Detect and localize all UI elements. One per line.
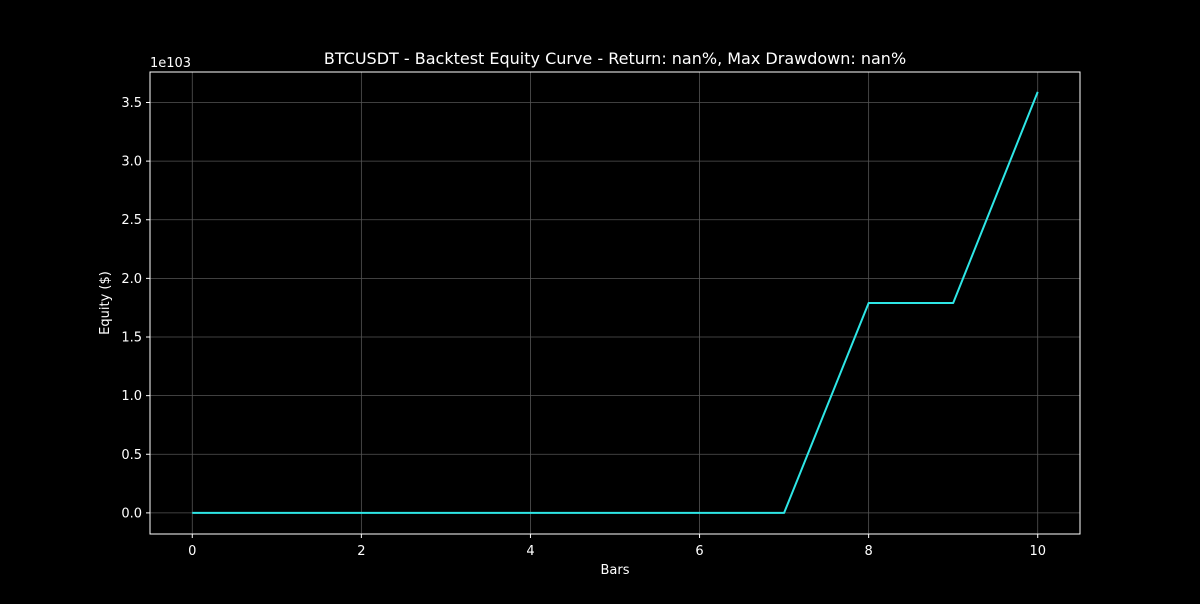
y-tick-label: 3.5 [121, 96, 142, 111]
y-tick-label: 0.5 [121, 448, 142, 463]
x-axis-label: Bars [600, 563, 629, 578]
y-tick-label: 2.5 [121, 213, 142, 228]
y-tick-label: 1.0 [121, 389, 142, 404]
y-tick-label: 2.0 [121, 272, 142, 287]
x-tick-label: 0 [188, 544, 196, 559]
y-axis-label: Equity ($) [98, 271, 113, 335]
grid-layer [150, 72, 1080, 534]
x-tick-label: 2 [357, 544, 365, 559]
x-tick-label: 6 [695, 544, 703, 559]
x-tick-label: 4 [526, 544, 534, 559]
x-tick-label: 8 [864, 544, 872, 559]
y-tick-label: 3.0 [121, 155, 142, 170]
y-tick-label: 0.0 [121, 506, 142, 521]
series-layer [192, 91, 1039, 514]
y-tick-label: 1.5 [121, 331, 142, 346]
plot-frame [149, 71, 1081, 535]
chart-title: BTCUSDT - Backtest Equity Curve - Return… [324, 49, 906, 68]
equity-line [192, 91, 1039, 514]
y-offset-label: 1e103 [150, 56, 191, 71]
x-tick-label: 10 [1029, 544, 1046, 559]
ticks-layer: 0 2 4 6 8 10 0.0 0.5 1.0 1.5 2.0 2.5 3.0 3.5 [121, 96, 1046, 559]
